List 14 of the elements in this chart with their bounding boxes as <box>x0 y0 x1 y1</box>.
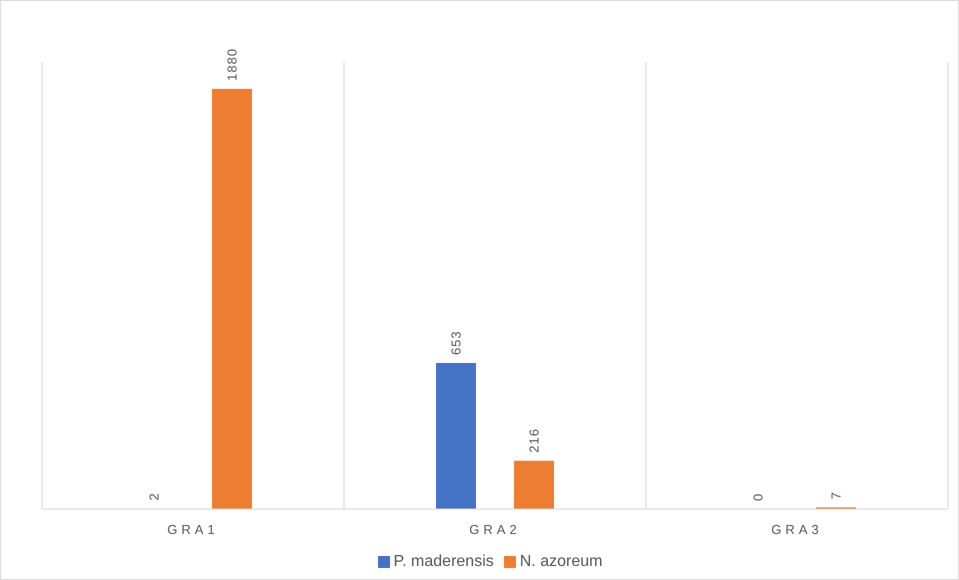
x-tick-label: GRA1 <box>167 522 219 538</box>
legend-label: N. azoreum <box>520 553 602 570</box>
x-tick-label: GRA3 <box>771 522 823 538</box>
x-tick-label: GRA2 <box>469 522 521 538</box>
data-label: 216 <box>526 428 542 453</box>
legend-label: P. maderensis <box>394 553 494 570</box>
data-label: 2 <box>146 492 162 501</box>
data-label: 0 <box>750 492 766 501</box>
bar <box>212 88 252 509</box>
bar <box>514 460 554 509</box>
data-label: 653 <box>448 330 464 356</box>
data-label: 7 <box>828 491 844 500</box>
data-label: 1880 <box>224 48 240 81</box>
bar <box>436 363 476 509</box>
